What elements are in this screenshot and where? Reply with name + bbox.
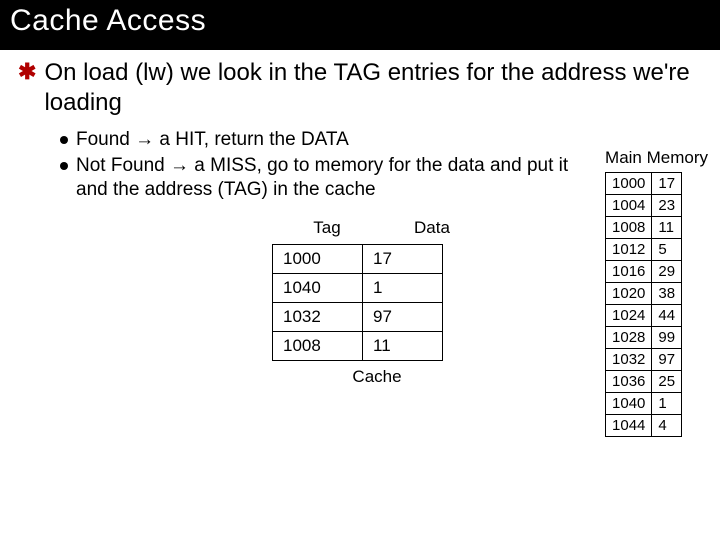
sub-bullet-text: Found → a HIT, return the DATA [76,128,349,152]
cache-tag-cell: 1032 [273,303,363,332]
cache-data-cell: 17 [363,245,443,274]
table-row: 102444 [606,305,682,327]
mem-addr-cell: 1004 [606,195,652,217]
cache-label: Cache [272,367,482,387]
table-row: 10444 [606,415,682,437]
table-row: 10401 [606,393,682,415]
table-row: 10401 [273,274,443,303]
cache-region: Tag Data 100017 10401 103297 100811 Cach… [272,218,482,387]
mem-addr-cell: 1044 [606,415,652,437]
mem-val-cell: 1 [652,393,682,415]
mem-addr-cell: 1040 [606,393,652,415]
table-row: 10125 [606,239,682,261]
mem-val-cell: 25 [652,371,682,393]
main-memory-title: Main Memory [605,148,708,168]
mem-addr-cell: 1008 [606,217,652,239]
mem-val-cell: 29 [652,261,682,283]
mem-val-cell: 11 [652,217,682,239]
main-memory-table: 100017 100423 100811 10125 101629 102038… [605,172,682,437]
table-row: 103297 [606,349,682,371]
table-row: 103297 [273,303,443,332]
mem-val-cell: 17 [652,173,682,195]
table-row: 100811 [606,217,682,239]
table-row: 100811 [273,332,443,361]
cache-tag-cell: 1040 [273,274,363,303]
top-bullet-text: On load (lw) we look in the TAG entries … [44,58,702,118]
table-row: 100017 [606,173,682,195]
cache-tag-cell: 1000 [273,245,363,274]
title-bar: Cache Access [0,0,720,50]
mem-addr-cell: 1028 [606,327,652,349]
cache-header-tag: Tag [272,218,382,238]
cache-data-cell: 1 [363,274,443,303]
cache-headers: Tag Data [272,218,482,238]
table-row: 103625 [606,371,682,393]
slide-title: Cache Access [10,4,206,37]
table-row: 101629 [606,261,682,283]
mem-addr-cell: 1012 [606,239,652,261]
table-row: 100017 [273,245,443,274]
cache-data-cell: 11 [363,332,443,361]
table-row: 100423 [606,195,682,217]
mem-addr-cell: 1036 [606,371,652,393]
mem-val-cell: 23 [652,195,682,217]
mem-addr-cell: 1024 [606,305,652,327]
mem-val-cell: 44 [652,305,682,327]
table-row: 102038 [606,283,682,305]
bullet-disc-icon [60,136,68,144]
sub-bullet-text: Not Found → a MISS, go to memory for the… [76,154,576,202]
mem-addr-cell: 1020 [606,283,652,305]
slide-root: Cache Access ✱ On load (lw) we look in t… [0,0,720,540]
cache-header-data: Data [382,218,482,238]
mem-val-cell: 5 [652,239,682,261]
cache-table: 100017 10401 103297 100811 [272,244,443,361]
mem-val-cell: 97 [652,349,682,371]
asterisk-icon: ✱ [18,58,36,86]
cache-tag-cell: 1008 [273,332,363,361]
top-bullet: ✱ On load (lw) we look in the TAG entrie… [18,58,702,118]
mem-val-cell: 4 [652,415,682,437]
main-memory-region: Main Memory 100017 100423 100811 10125 1… [605,148,708,437]
mem-addr-cell: 1032 [606,349,652,371]
cache-data-cell: 97 [363,303,443,332]
bullet-disc-icon [60,162,68,170]
mem-addr-cell: 1000 [606,173,652,195]
mem-val-cell: 99 [652,327,682,349]
mem-val-cell: 38 [652,283,682,305]
mem-addr-cell: 1016 [606,261,652,283]
table-row: 102899 [606,327,682,349]
